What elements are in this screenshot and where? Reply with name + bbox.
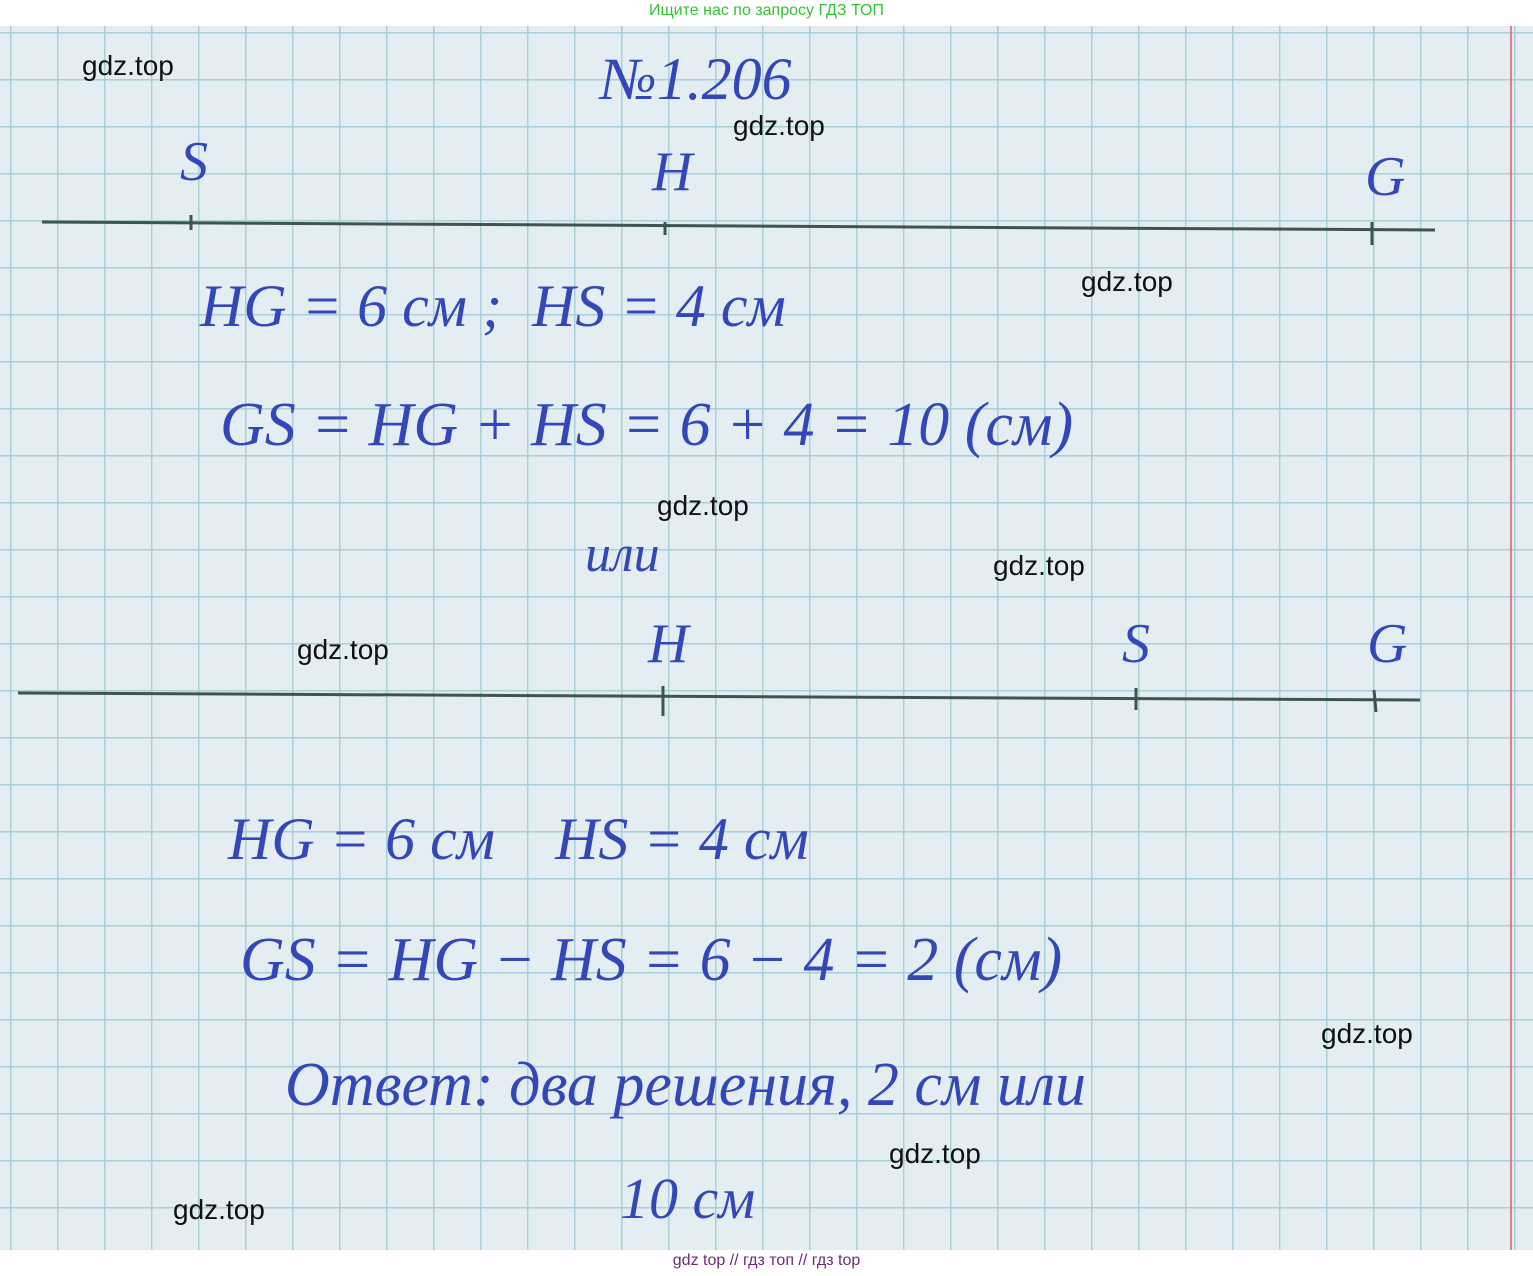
margin-line (1510, 26, 1512, 1250)
solution-line: GS = HG − HS = 6 − 4 = 2 (см) (240, 926, 1063, 994)
answer-line: Ответ: два решения, 2 см или (285, 1051, 1086, 1119)
point-label: S (1122, 613, 1150, 675)
separator: или (585, 526, 660, 583)
line-2 (17, 691, 1421, 702)
point-label: H (648, 613, 689, 675)
solution-line: GS = HG + HS = 6 + 4 = 10 (см) (220, 391, 1074, 459)
watermark: gdz.top (993, 550, 1085, 581)
watermark: gdz.top (889, 1138, 981, 1169)
line-1 (41, 220, 1436, 232)
problem-number: №1.206 (600, 46, 792, 112)
point-label: G (1365, 146, 1406, 208)
segment-lines (17, 215, 1436, 716)
watermark: gdz.top (733, 110, 825, 141)
point-label: H (652, 141, 693, 203)
watermark: gdz.top (173, 1194, 265, 1225)
solution-line: HG = 6 см ; HS = 4 см (200, 273, 786, 339)
watermark: gdz.top (1081, 266, 1173, 297)
watermark: gdz.top (657, 490, 749, 521)
tick (1372, 689, 1378, 713)
watermark: gdz.top (297, 634, 389, 665)
watermark: gdz.top (1321, 1018, 1413, 1049)
point-label: S (180, 131, 208, 193)
header-text: Ищите нас по запросу ГДЗ ТОП (649, 2, 884, 19)
answer-line: 10 см (620, 1166, 756, 1231)
watermark: gdz.top (82, 50, 174, 81)
point-label: G (1367, 613, 1408, 675)
footer-text: gdz top // гдз топ // гдз top (672, 1252, 861, 1269)
solution-line: HG = 6 см HS = 4 см (228, 806, 809, 872)
